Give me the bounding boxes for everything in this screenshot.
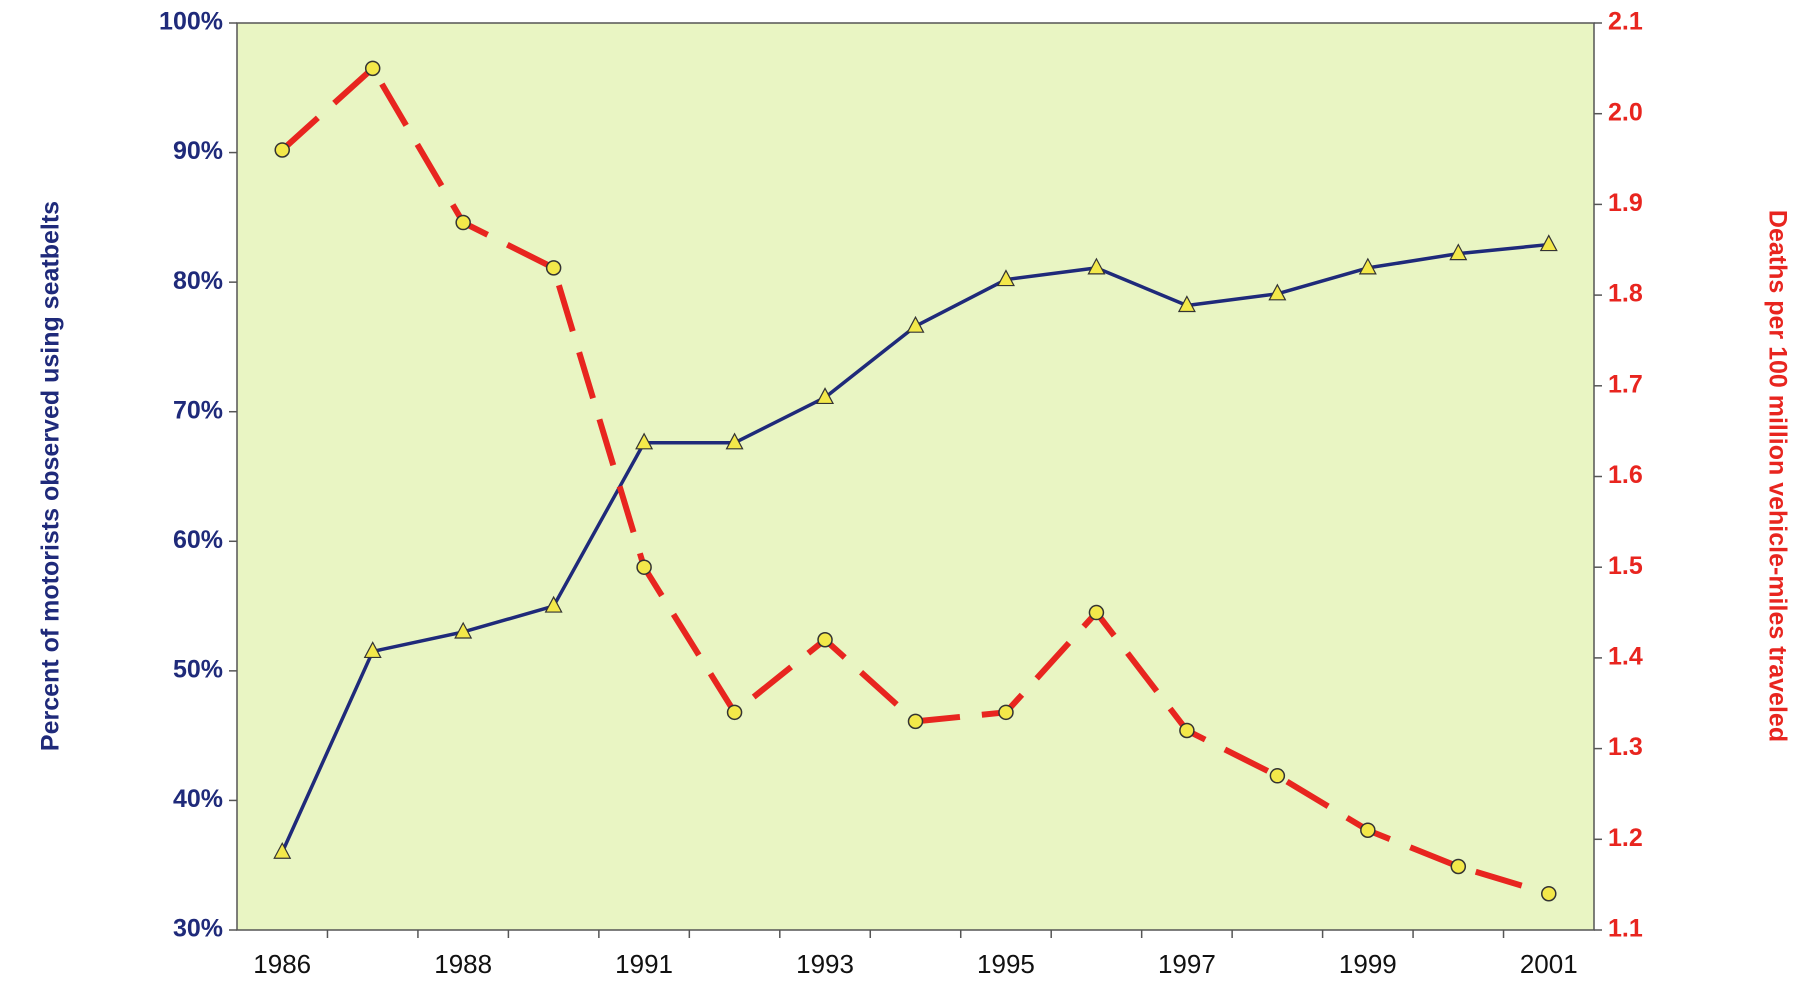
marker <box>816 387 835 405</box>
marker <box>364 60 381 77</box>
marker <box>906 315 925 333</box>
y2-tick-label: 1.1 <box>1608 915 1643 943</box>
marker <box>1268 283 1287 301</box>
marker <box>1539 234 1558 252</box>
y2-tick-label: 1.8 <box>1608 280 1643 308</box>
y-tick-label: 80% <box>173 267 223 295</box>
y2-tick-label: 1.3 <box>1608 733 1643 761</box>
marker <box>1450 858 1467 875</box>
y-tick-label: 40% <box>173 785 223 813</box>
marker <box>1360 822 1376 838</box>
y-tick-label: 100% <box>159 8 223 36</box>
marker <box>636 559 652 575</box>
plot-area <box>236 22 1595 931</box>
marker <box>1177 295 1196 313</box>
y-tick-label: 90% <box>173 137 223 165</box>
marker <box>545 260 562 276</box>
marker <box>544 595 563 613</box>
y2-axis-title: Deaths per 100 million vehicle-miles tra… <box>1763 210 1791 742</box>
y2-tick-label: 1.2 <box>1608 824 1643 852</box>
marker <box>1179 722 1195 739</box>
marker <box>817 632 833 648</box>
marker <box>273 841 292 859</box>
y-axis-title: Percent of motorists observed using seat… <box>37 201 65 751</box>
y-tick-label: 70% <box>173 396 223 424</box>
marker <box>998 704 1014 721</box>
marker <box>274 142 290 158</box>
y2-tick-label: 2.0 <box>1608 98 1643 126</box>
marker <box>1088 604 1105 621</box>
marker <box>725 432 744 450</box>
x-tick-label: 1986 <box>253 949 311 979</box>
y2-tick-label: 1.5 <box>1608 552 1643 580</box>
marker <box>454 621 473 639</box>
marker <box>1541 885 1557 902</box>
marker <box>455 214 471 231</box>
y2-tick-label: 2.1 <box>1608 8 1643 36</box>
marker <box>1449 243 1468 261</box>
marker <box>907 713 924 730</box>
x-tick-label: 1999 <box>1339 949 1397 979</box>
y2-tick-label: 1.6 <box>1608 461 1643 489</box>
marker <box>1087 257 1106 275</box>
y-tick-label: 30% <box>173 915 223 943</box>
x-tick-label: 1997 <box>1158 949 1216 979</box>
y2-tick-label: 1.9 <box>1608 189 1643 217</box>
y2-tick-label: 1.7 <box>1608 370 1643 398</box>
x-tick-label: 2001 <box>1520 949 1578 979</box>
marker <box>363 641 382 659</box>
x-tick-label: 1993 <box>796 949 854 979</box>
y-tick-label: 60% <box>173 526 223 554</box>
marker <box>1269 768 1286 784</box>
marker <box>726 704 743 721</box>
x-tick-label: 1991 <box>615 949 673 979</box>
marker <box>996 269 1015 287</box>
x-tick-label: 1988 <box>434 949 492 979</box>
marker <box>635 432 654 450</box>
y2-tick-label: 1.4 <box>1608 643 1643 671</box>
marker <box>1358 257 1377 275</box>
y-tick-label: 50% <box>173 655 223 683</box>
x-tick-label: 1995 <box>977 949 1035 979</box>
